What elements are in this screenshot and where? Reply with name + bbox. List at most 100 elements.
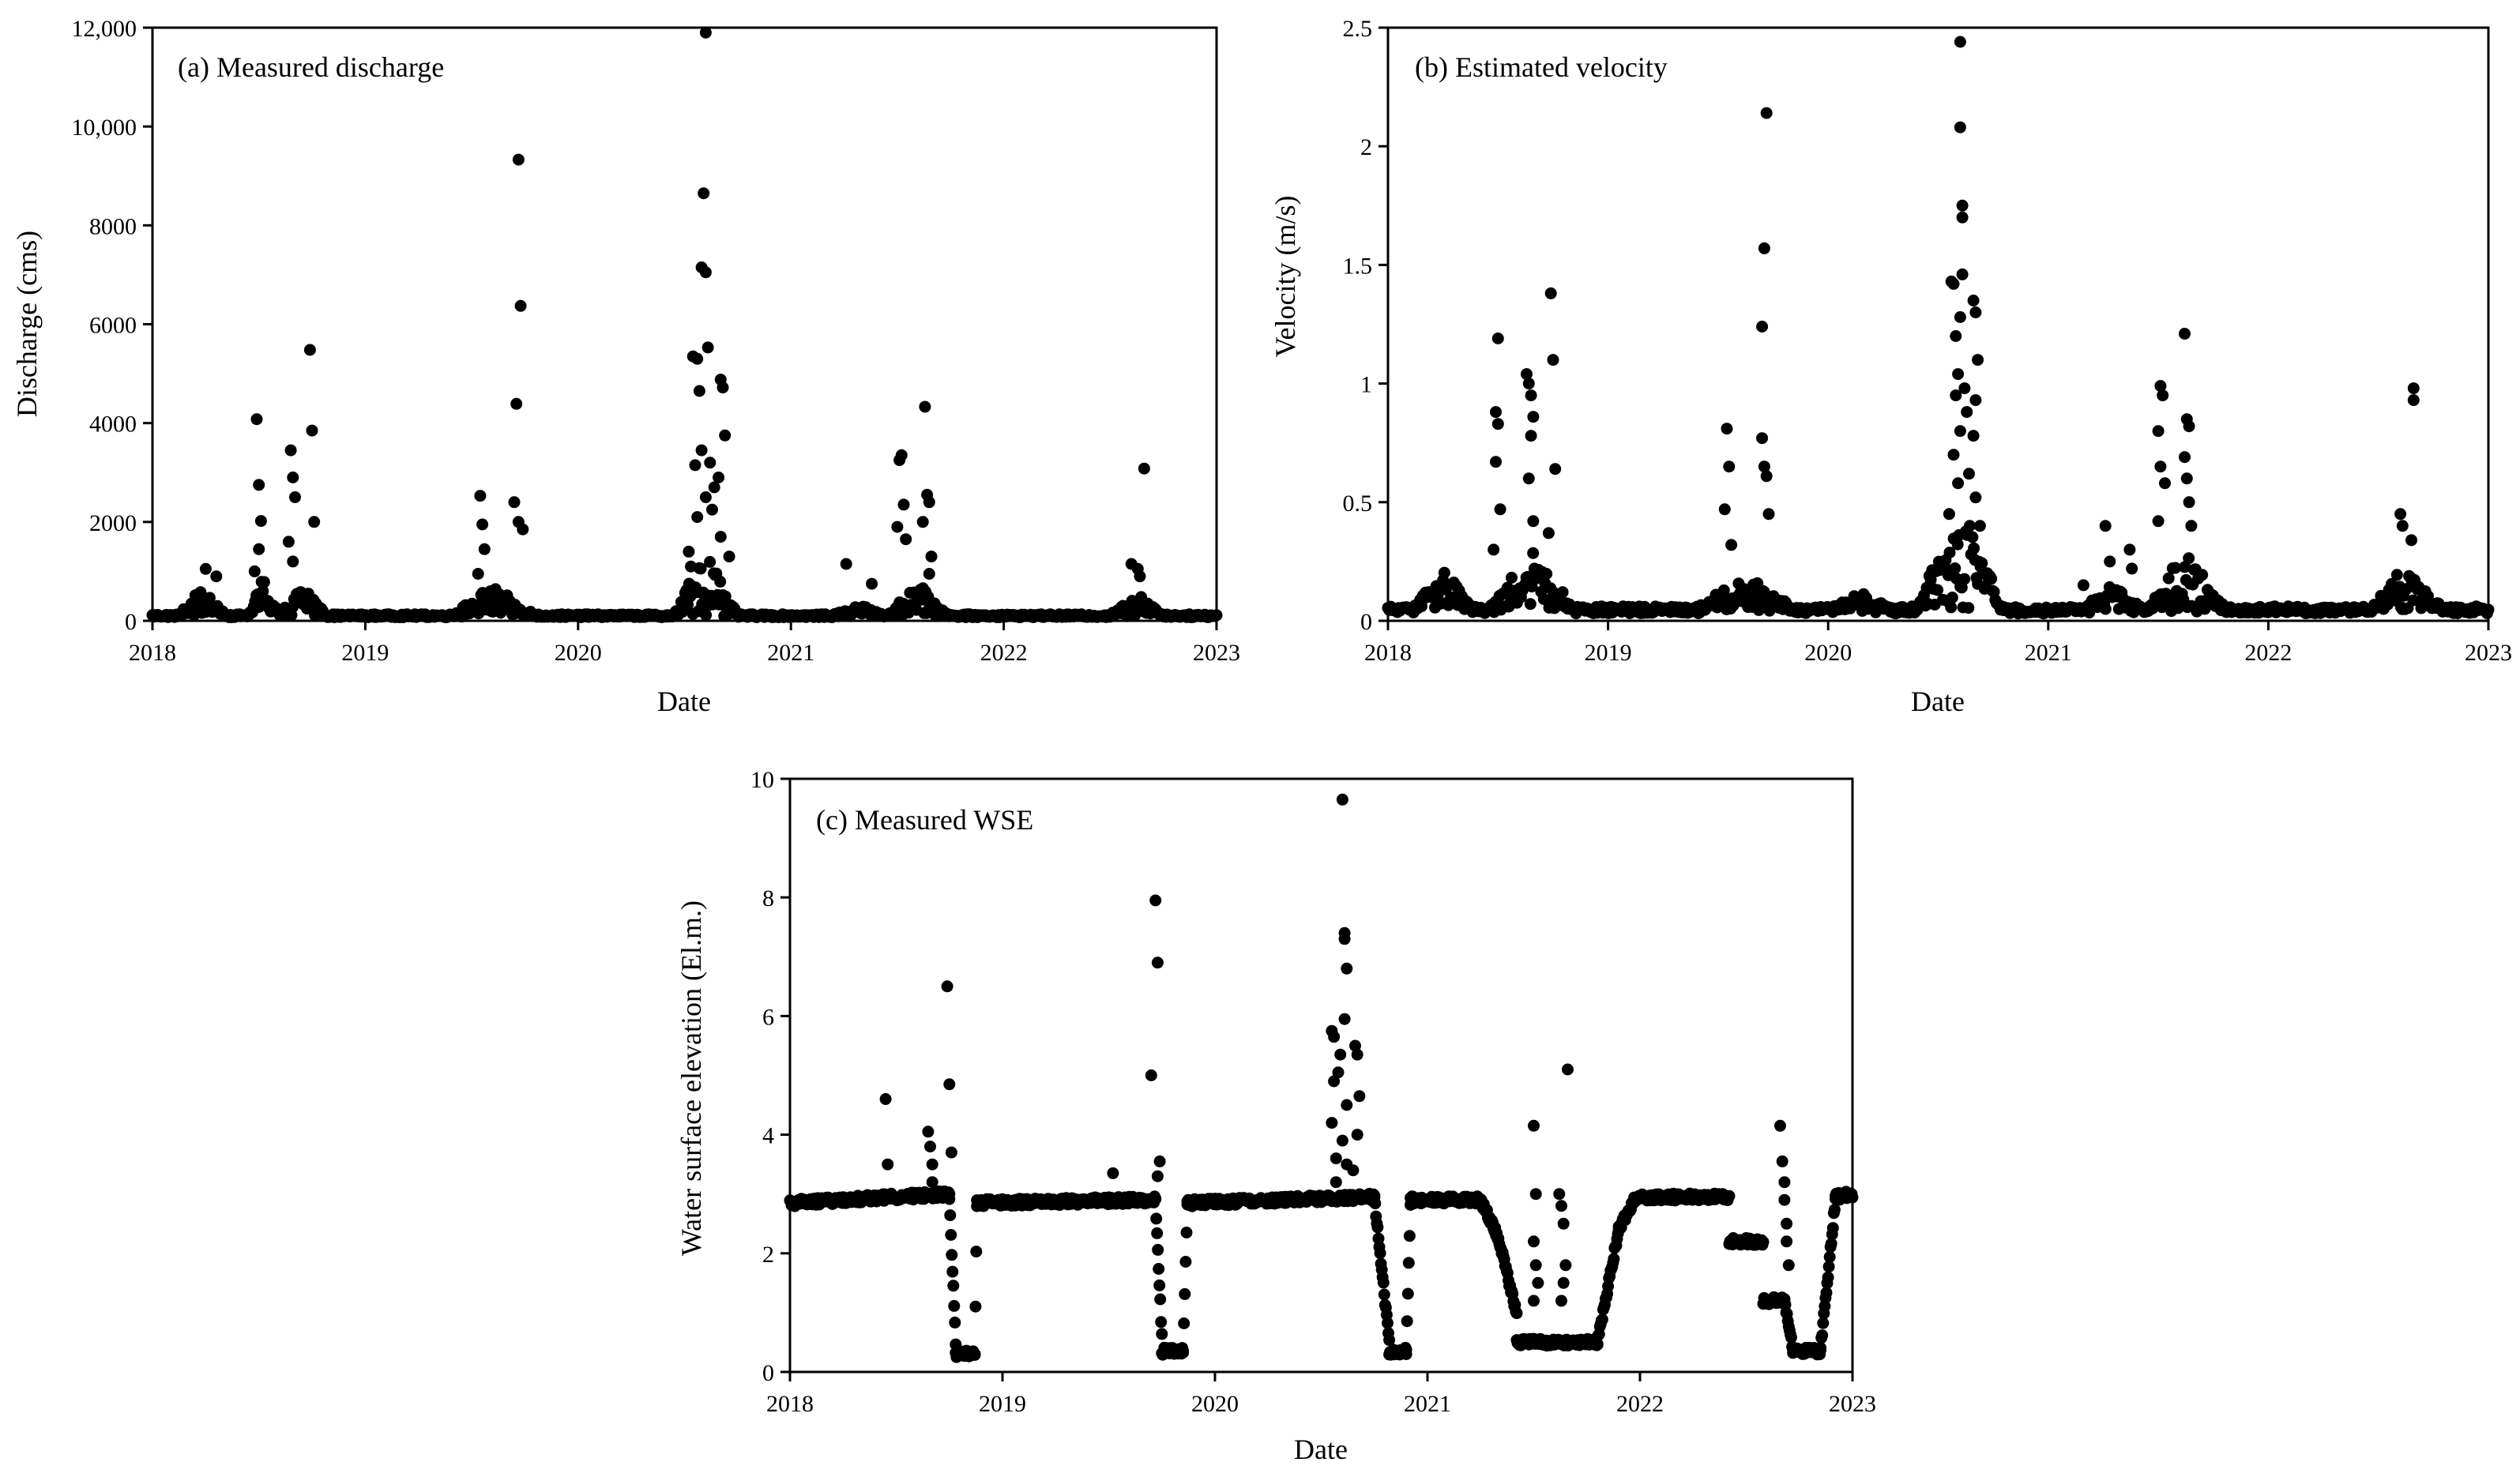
- data-point: [2123, 543, 2136, 556]
- data-point: [897, 498, 910, 511]
- data-point: [1210, 609, 1223, 622]
- data-point: [1969, 394, 1982, 407]
- data-point: [1725, 539, 1738, 551]
- data-point: [683, 545, 695, 558]
- data-point: [289, 491, 301, 503]
- data-point: [2185, 520, 2198, 532]
- data-point: [699, 26, 712, 39]
- data-point: [2482, 603, 2495, 616]
- y-tick-label: 2.5: [1343, 16, 1373, 42]
- data-point: [1825, 1238, 1837, 1250]
- data-point: [1557, 1217, 1570, 1230]
- data-point: [1151, 956, 1164, 969]
- data-point: [1562, 1063, 1574, 1076]
- data-point: [1776, 1155, 1788, 1167]
- data-point: [1924, 573, 1937, 586]
- data-point: [517, 523, 529, 536]
- data-point: [1522, 378, 1535, 390]
- data-point: [1762, 508, 1775, 521]
- data-point: [2396, 520, 2409, 532]
- data-point: [284, 444, 297, 457]
- data-point: [944, 1209, 957, 1222]
- data-point: [2183, 552, 2195, 565]
- data-point: [2104, 555, 2116, 568]
- data-point: [1377, 1276, 1390, 1289]
- data-point: [514, 299, 527, 312]
- data-point: [1351, 1129, 1363, 1141]
- x-axis-label-b: Date: [1911, 686, 1965, 717]
- data-point: [1510, 1307, 1523, 1320]
- data-point: [694, 562, 707, 575]
- data-point: [1349, 1039, 1361, 1052]
- data-point: [1943, 547, 1956, 559]
- data-point: [1334, 1048, 1347, 1061]
- data-point: [1353, 1090, 1366, 1103]
- data-point: [248, 565, 261, 577]
- data-point: [1826, 1222, 1839, 1235]
- data-point: [1608, 1253, 1620, 1265]
- data-point: [2152, 515, 2165, 528]
- x-ticks-c: 2018 2019 2020 2021 2022 2023: [766, 1372, 1876, 1417]
- data-point: [1149, 894, 1162, 907]
- data-point: [1555, 1295, 1567, 1307]
- data-point: [1490, 456, 1502, 468]
- data-point: [1553, 1188, 1566, 1201]
- data-point: [719, 429, 732, 442]
- chart-title-b: (b) Estimated velocity: [1415, 51, 1668, 83]
- data-point: [1152, 1243, 1164, 1256]
- data-point: [708, 481, 720, 494]
- data-point: [1382, 1317, 1394, 1329]
- chart-title-c: (c) Measured WSE: [816, 804, 1033, 836]
- data-point: [1528, 1295, 1540, 1307]
- data-point: [969, 1300, 982, 1313]
- data-point: [2169, 562, 2182, 574]
- data-point: [1179, 1287, 1191, 1300]
- x-tick-label: 2022: [980, 640, 1028, 666]
- data-point: [1145, 1069, 1157, 1081]
- data-point: [840, 558, 852, 570]
- data-point: [1532, 1276, 1544, 1289]
- data-point: [1341, 962, 1353, 975]
- data-point: [1351, 1048, 1363, 1061]
- data-point: [685, 560, 698, 573]
- data-point: [1822, 1261, 1835, 1273]
- data-point: [695, 444, 708, 457]
- data-point: [1402, 1257, 1415, 1269]
- y-tick-label: 12,000: [72, 16, 137, 42]
- x-tick-label: 2020: [555, 640, 602, 666]
- data-point: [1528, 1119, 1540, 1132]
- data-point: [194, 586, 207, 599]
- x-tick-label: 2019: [1585, 640, 1632, 666]
- data-point: [1828, 1204, 1841, 1216]
- data-point: [943, 1193, 956, 1205]
- data-point: [943, 1078, 956, 1091]
- data-point: [1817, 1317, 1830, 1329]
- x-tick-label: 2020: [1804, 640, 1852, 666]
- data-point: [1490, 406, 1502, 419]
- data-point: [1785, 1331, 1797, 1344]
- data-point: [2154, 460, 2167, 473]
- data-point: [1328, 1075, 1341, 1088]
- data-point: [691, 511, 704, 524]
- data-point: [948, 1299, 961, 1312]
- data-point: [1134, 570, 1146, 583]
- panel-a-discharge-chart: (a) Measured discharge Date Discharge (c…: [11, 16, 1240, 717]
- y-tick-label: 1.5: [1343, 253, 1373, 279]
- data-point: [257, 584, 269, 597]
- data-point: [1491, 333, 1504, 344]
- data-point: [698, 187, 710, 200]
- data-point: [949, 1316, 961, 1329]
- data-point: [1972, 354, 1984, 366]
- data-point: [2196, 569, 2209, 581]
- data-point: [1596, 1314, 1608, 1326]
- data-point: [2157, 389, 2169, 402]
- data-point: [1549, 463, 1562, 475]
- data-point: [923, 496, 935, 509]
- data-point: [1557, 1276, 1570, 1289]
- x-tick-label: 2021: [767, 640, 814, 666]
- data-point: [1756, 432, 1769, 445]
- y-tick-label: 0.5: [1343, 490, 1373, 517]
- data-point: [900, 533, 912, 546]
- y-ticks-c: 0 2 4 6 8 10: [750, 767, 790, 1386]
- data-point: [1326, 1117, 1338, 1129]
